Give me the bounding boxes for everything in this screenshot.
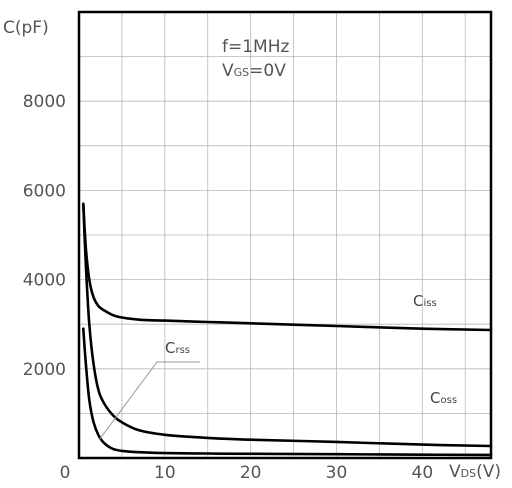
series-curves	[82, 202, 493, 457]
x-tick-label: 10	[154, 463, 176, 483]
series-label-coss: Coss	[430, 389, 457, 407]
y-tick-label: 4000	[23, 271, 66, 291]
series-label-crss-main: C	[165, 339, 175, 357]
series-label-ciss: Ciss	[413, 292, 437, 310]
x-axis-label-sub: DS	[461, 467, 476, 480]
x-tick-label: 40	[412, 463, 434, 483]
condition-vgs-rest: =0V	[249, 61, 286, 81]
y-tick-labels: 2000 4000 6000 8000	[23, 92, 66, 380]
plot-frame	[77, 10, 493, 460]
series-label-coss-main: C	[430, 389, 440, 407]
y-tick-label: 2000	[23, 360, 66, 380]
condition-frequency: f=1MHz	[222, 37, 289, 57]
x-axis-label-unit: (V)	[476, 462, 501, 482]
y-tick-label: 6000	[23, 181, 66, 201]
series-label-crss-sub: rss	[175, 345, 190, 356]
grid	[79, 12, 491, 458]
x-tick-label: 30	[326, 463, 348, 483]
condition-vgs-sub: GS	[234, 66, 250, 79]
x-axis-label: VDS(V)	[449, 462, 501, 482]
y-axis-label: C(pF)	[3, 18, 49, 38]
x-tick-labels: 0 10 20 30 40	[60, 463, 434, 483]
curve-ciss	[82, 202, 493, 332]
series-label-coss-sub: oss	[440, 395, 457, 406]
curve-crss	[82, 327, 493, 457]
y-tick-label: 8000	[23, 92, 66, 112]
x-axis-label-main: V	[449, 462, 461, 482]
condition-vgs: VGS=0V	[222, 61, 286, 81]
x-tick-label: 20	[240, 463, 262, 483]
x-tick-label: 0	[60, 463, 71, 483]
series-label-ciss-sub: iss	[423, 298, 436, 309]
series-label-crss: Crss	[165, 339, 190, 357]
crss-leader-line	[98, 361, 200, 441]
curve-coss	[82, 202, 493, 448]
condition-vgs-main: V	[222, 61, 234, 81]
series-label-ciss-main: C	[413, 292, 423, 310]
